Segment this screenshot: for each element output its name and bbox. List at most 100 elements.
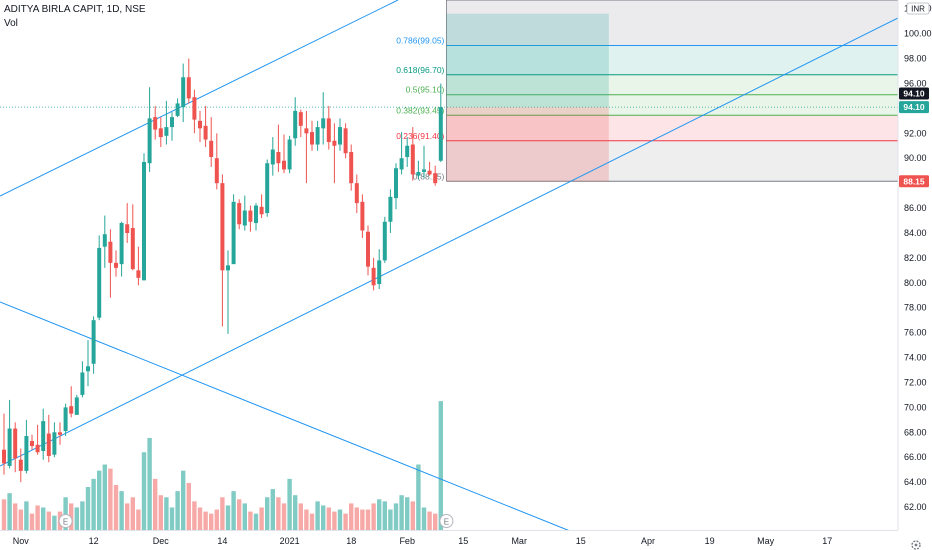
earnings-marker-label: E [444,518,449,527]
volume-bar [337,509,343,530]
candle-body [102,234,107,247]
candle-body [175,103,180,116]
fib-zone [446,115,898,141]
candle-body [242,210,247,226]
price-tick-label: 92.00 [904,128,927,138]
candle-body [74,397,79,415]
candle-body [338,127,342,145]
last-price-tag-text: 94.10 [903,102,925,112]
candle-body [360,201,365,231]
volume-bar [24,501,29,530]
candle-body [158,128,163,138]
candle-body [226,265,230,271]
candle-body [181,77,186,108]
volume-bar [102,464,107,530]
upper-price-tag: 94.10 [899,87,929,100]
earnings-marker[interactable] [439,514,454,528]
candle-body [58,432,62,435]
volume-bar [270,489,275,530]
volume-bar [74,507,79,530]
candle-body [349,152,354,184]
volume-bar [169,507,175,530]
fib-level-label: 0.236(91.40) [396,131,444,141]
volume-bar [321,505,326,530]
time-tick-label: 17 [822,536,832,546]
volume-bar [41,507,46,530]
candle-body [69,406,74,414]
long-position-tool[interactable] [446,13,609,182]
fibonacci-retracement[interactable]: 0.786(99.05) 0.618(96.70) 0.5(95.10) 0.382(… [0,0,898,182]
volume-bar [192,501,197,530]
volume-bar [287,478,292,530]
candle-body [366,231,370,267]
volume-bar [141,452,147,530]
volume-bar [91,478,96,530]
volume-bar [421,507,427,530]
volume-bar [69,503,74,530]
fib-zone-top [446,0,898,46]
candle-body [259,206,264,215]
volume-bar [18,509,23,530]
candle-body [231,201,236,265]
volume-bar [410,501,415,530]
volume-bar [203,511,208,530]
fib-level-label: 0.5(95.10) [406,85,445,95]
volume-bar [315,501,320,530]
time-tick-label: 14 [217,536,227,546]
candle-body [63,407,68,432]
trend-line[interactable] [0,301,576,534]
volume-bar [13,503,18,530]
candle-body [371,267,376,286]
volume-bar [220,497,225,530]
time-tick-label: 12 [89,536,99,546]
volume-bar [304,509,309,530]
position-stop-zone[interactable] [446,107,609,182]
trend-lines[interactable] [0,0,899,534]
price-tick-label: 82.00 [904,253,927,263]
volume-bar [354,507,359,530]
candle-body [97,247,102,318]
volume-bar [214,509,219,530]
candle-body [394,168,398,199]
earnings-marker[interactable] [58,514,73,528]
gear-outline [911,540,921,550]
volume-bar [130,497,135,530]
volume-bar [153,478,158,530]
settings-gear-icon[interactable] [911,540,921,550]
volume-bar [29,513,35,530]
volume-bar [35,505,40,530]
candle-body [248,210,253,222]
candle-body [186,77,191,99]
time-tick-label: 2021 [280,536,300,546]
volume-bar [298,503,303,530]
candle-body [91,320,96,364]
candle-body [142,161,146,281]
candle-body [270,149,275,165]
symbol-title[interactable]: ADITYA BIRLA CAPIT, 1D, NSE [4,4,146,15]
price-tick-label: 84.00 [904,228,927,238]
price-tick-label: 68.00 [904,427,927,437]
volume-bar [237,499,242,530]
candle-body [108,241,113,263]
fib-level-label: 0(88.15) [413,171,445,181]
volume-bar [225,505,231,530]
volume-bar [365,509,371,530]
price-tick-label: 66.00 [904,452,927,462]
candle-body [80,372,85,395]
candle-body [170,117,174,128]
volume-bar [276,497,281,530]
candle-body [326,118,331,143]
stop-price-tag-background [899,175,929,188]
time-tick-label: Dec [153,536,170,546]
trend-line[interactable] [0,0,399,197]
position-target-zone[interactable] [446,13,609,108]
trend-line[interactable] [0,17,899,467]
candle-body [153,117,158,130]
candle-body [18,459,23,471]
candle-body [46,433,51,456]
currency-badge[interactable]: INR [906,2,930,15]
upper-price-tag-background [899,87,929,100]
candle-body [332,140,337,146]
